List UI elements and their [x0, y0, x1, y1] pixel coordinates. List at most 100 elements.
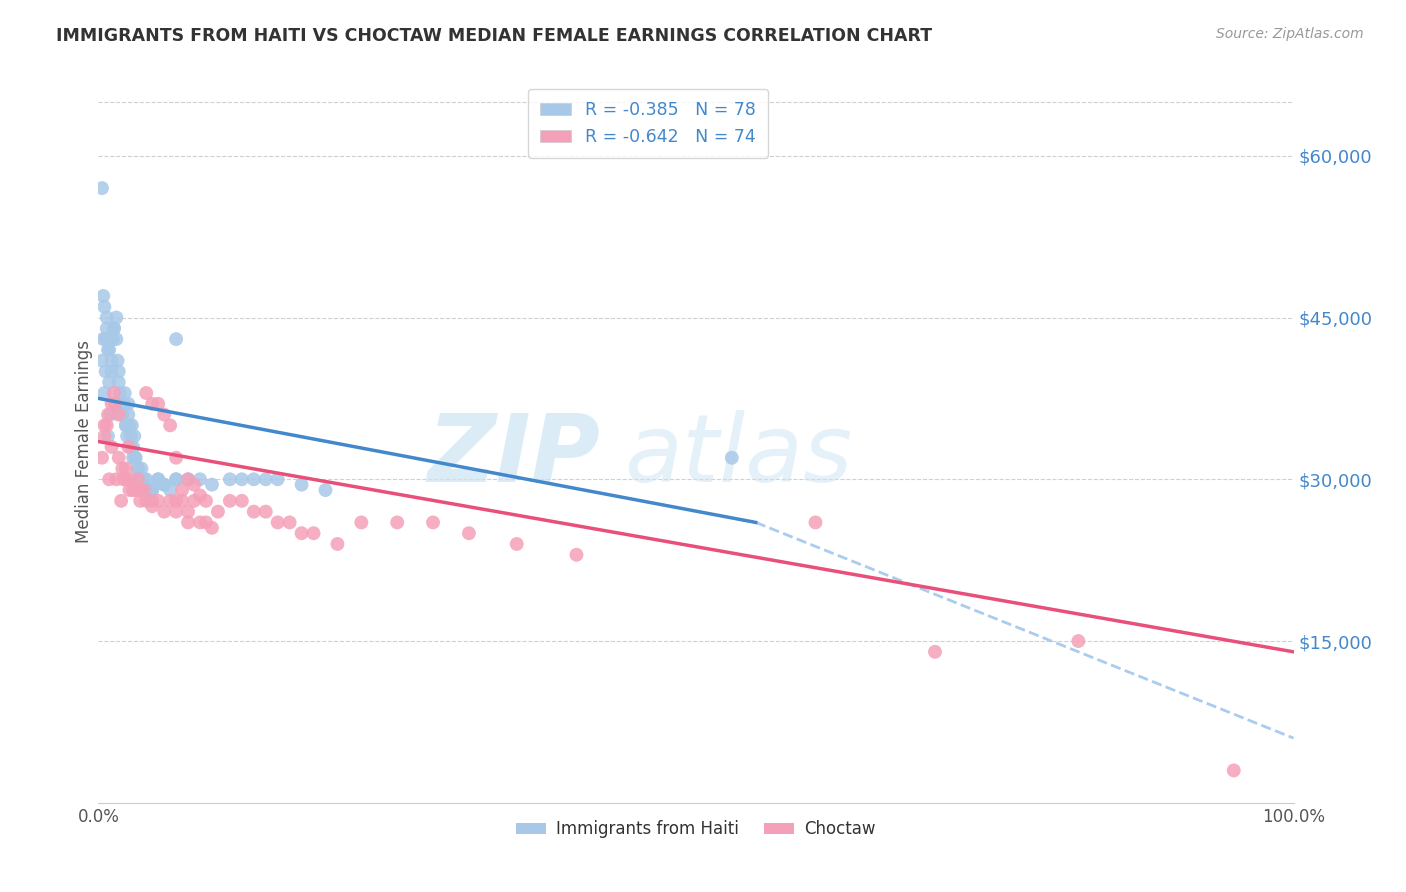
- Point: [118, 483, 141, 497]
- Point: [326, 537, 349, 551]
- Point: [148, 472, 170, 486]
- Point: [129, 493, 152, 508]
- Point: [243, 472, 266, 486]
- Point: [159, 418, 181, 433]
- Point: [267, 472, 290, 486]
- Point: [195, 516, 218, 530]
- Point: [1067, 634, 1090, 648]
- Point: [141, 397, 163, 411]
- Point: [107, 450, 129, 465]
- Point: [506, 537, 529, 551]
- Point: [100, 397, 122, 411]
- Point: [165, 450, 187, 465]
- Point: [350, 516, 373, 530]
- Point: [120, 429, 142, 443]
- Point: [422, 516, 444, 530]
- Point: [120, 472, 142, 486]
- Point: [924, 645, 946, 659]
- Point: [291, 477, 314, 491]
- Point: [177, 516, 200, 530]
- Point: [195, 493, 218, 508]
- Point: [172, 493, 194, 508]
- Point: [177, 472, 200, 486]
- Point: [94, 332, 117, 346]
- Point: [103, 386, 125, 401]
- Point: [132, 483, 155, 497]
- Point: [115, 418, 138, 433]
- Point: [124, 483, 146, 497]
- Point: [159, 493, 181, 508]
- Point: [153, 477, 176, 491]
- Point: [105, 472, 128, 486]
- Legend: Immigrants from Haiti, Choctaw: Immigrants from Haiti, Choctaw: [509, 814, 883, 845]
- Point: [132, 472, 155, 486]
- Point: [153, 477, 176, 491]
- Point: [124, 450, 146, 465]
- Point: [132, 477, 155, 491]
- Point: [97, 429, 120, 443]
- Point: [97, 408, 120, 422]
- Point: [458, 526, 481, 541]
- Point: [129, 472, 152, 486]
- Point: [254, 505, 277, 519]
- Point: [129, 472, 152, 486]
- Point: [115, 461, 138, 475]
- Point: [112, 472, 135, 486]
- Point: [98, 376, 121, 390]
- Point: [101, 332, 124, 346]
- Point: [107, 376, 129, 390]
- Point: [122, 450, 145, 465]
- Point: [135, 493, 157, 508]
- Point: [721, 450, 744, 465]
- Point: [115, 472, 138, 486]
- Point: [165, 472, 187, 486]
- Point: [100, 364, 122, 378]
- Point: [91, 289, 114, 303]
- Point: [91, 353, 114, 368]
- Point: [118, 418, 141, 433]
- Point: [120, 440, 142, 454]
- Text: Source: ZipAtlas.com: Source: ZipAtlas.com: [1216, 27, 1364, 41]
- Point: [141, 483, 163, 497]
- Point: [127, 472, 149, 486]
- Point: [219, 493, 242, 508]
- Point: [112, 397, 135, 411]
- Point: [103, 321, 125, 335]
- Point: [804, 516, 827, 530]
- Point: [104, 397, 127, 411]
- Point: [153, 505, 176, 519]
- Point: [165, 505, 187, 519]
- Point: [91, 181, 114, 195]
- Point: [148, 397, 170, 411]
- Point: [565, 548, 588, 562]
- Point: [100, 353, 122, 368]
- Point: [122, 440, 145, 454]
- Point: [219, 472, 242, 486]
- Point: [103, 321, 125, 335]
- Point: [110, 397, 132, 411]
- Point: [207, 505, 229, 519]
- Point: [98, 343, 121, 357]
- Point: [112, 397, 135, 411]
- Point: [108, 386, 131, 401]
- Point: [172, 483, 194, 497]
- Point: [302, 526, 325, 541]
- Point: [201, 521, 224, 535]
- Point: [111, 461, 134, 475]
- Point: [165, 493, 187, 508]
- Point: [117, 408, 139, 422]
- Point: [315, 483, 337, 497]
- Point: [201, 477, 224, 491]
- Point: [135, 472, 157, 486]
- Y-axis label: Median Female Earnings: Median Female Earnings: [75, 340, 93, 543]
- Text: IMMIGRANTS FROM HAITI VS CHOCTAW MEDIAN FEMALE EARNINGS CORRELATION CHART: IMMIGRANTS FROM HAITI VS CHOCTAW MEDIAN …: [56, 27, 932, 45]
- Point: [141, 500, 163, 514]
- Point: [138, 483, 160, 497]
- Point: [188, 472, 211, 486]
- Point: [148, 493, 170, 508]
- Point: [105, 332, 128, 346]
- Point: [267, 516, 290, 530]
- Point: [135, 386, 157, 401]
- Point: [93, 429, 115, 443]
- Point: [141, 483, 163, 497]
